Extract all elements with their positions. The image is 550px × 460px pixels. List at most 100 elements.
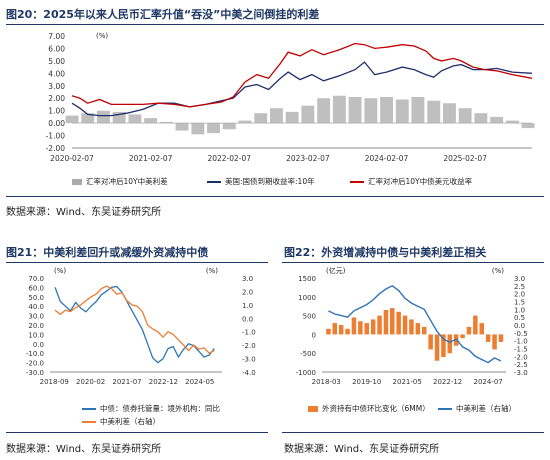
fig21-left-tick-label: 20.0 bbox=[28, 322, 44, 330]
fig22-bar bbox=[351, 317, 357, 335]
fig20-bar bbox=[175, 123, 189, 131]
fig22-left-tick-label: -500 bbox=[300, 350, 316, 358]
fig20-legend: 汇率对冲后10Y中美利差 美国:国债到期收益率:10年 汇率对冲后10Y中债美元… bbox=[0, 176, 550, 190]
fig21-x-tick-label: 2018-09 bbox=[40, 378, 69, 386]
fig22-right-tick-label: -0.5 bbox=[514, 330, 528, 338]
fig20-bar bbox=[144, 118, 158, 124]
fig22-legend-label-flows: 外资持有中债环比变化（6MM） bbox=[322, 404, 430, 413]
fig21-left-tick-label: 70.0 bbox=[28, 275, 44, 283]
fig22-bar bbox=[466, 326, 472, 335]
fig20-bar bbox=[207, 123, 220, 134]
fig22-right-tick-label: -1.5 bbox=[514, 346, 528, 354]
fig20-y-tick-label: 2.00 bbox=[48, 94, 65, 103]
fig22-x-tick-label: 2018-03 bbox=[312, 378, 341, 386]
fig21-legend-label-spread: 中美利差（右轴） bbox=[100, 417, 160, 426]
fig20-bottom-rule bbox=[6, 196, 544, 197]
fig21-left-tick-label: 40.0 bbox=[28, 303, 44, 311]
fig20-x-tick-label: 2021-02-07 bbox=[129, 154, 173, 163]
fig20-bar bbox=[395, 99, 409, 124]
fig22-bar bbox=[415, 323, 421, 335]
fig21-left-unit: (%) bbox=[54, 267, 66, 275]
fig22-right-tick-label: -3.0 bbox=[514, 369, 528, 377]
fig21-right-tick-label: 0.0 bbox=[242, 315, 253, 323]
fig20-bar bbox=[317, 98, 331, 124]
fig22-right-tick-label: 0.0 bbox=[514, 322, 525, 330]
fig22-bar bbox=[364, 323, 369, 335]
fig22-bar bbox=[460, 334, 465, 339]
fig21-right-tick-label: 1.0 bbox=[242, 302, 253, 310]
fig20-chart: (%) 7.00 6.00 5.00 4.00 3.00 2.00 1.00 0.00 -1.00… bbox=[46, 32, 535, 163]
fig22-legend-item-flows: 外资持有中债环比变化（6MM） bbox=[308, 403, 430, 414]
fig22-bar bbox=[383, 310, 389, 335]
fig20-y-tick-label: 7.00 bbox=[48, 32, 65, 41]
fig22-x-tick-label: 2021-05 bbox=[393, 378, 422, 386]
fig22-chart: (亿元) (%) 1500 1000 500 0 -500 -1000 3.02.52.01.5… bbox=[296, 266, 528, 386]
fig20-bar bbox=[474, 113, 488, 124]
fig20-bar bbox=[380, 97, 393, 124]
fig20-bar bbox=[348, 97, 362, 124]
fig20-y-unit: (%) bbox=[96, 32, 108, 40]
fig20-bar bbox=[458, 108, 472, 124]
fig22-left-tick-label: 0 bbox=[312, 331, 316, 339]
fig21-legend-label-holdings: 中债：债券托管量：境外机构：同比 bbox=[100, 404, 220, 413]
fig22-title: 图22：外资增减持中债与中美利差正相关 bbox=[284, 246, 487, 259]
fig22-bar bbox=[390, 308, 395, 335]
fig20-bar bbox=[427, 100, 441, 124]
fig22-right-tick-label: 2.0 bbox=[514, 291, 525, 299]
fig21-source: 数据来源：Wind、东吴证券研究所 bbox=[6, 444, 162, 455]
fig20-bar bbox=[128, 114, 142, 124]
fig22-legend-item-spread: 中美利差（右轴） bbox=[438, 403, 516, 414]
fig20-bar bbox=[443, 103, 456, 124]
fig20-bar bbox=[112, 111, 126, 124]
fig21-legend-swatch-holdings bbox=[82, 407, 96, 410]
fig20-bar bbox=[332, 95, 346, 124]
fig20-x-tick-label: 2022-02-07 bbox=[207, 154, 251, 163]
fig20-source: 数据来源：Wind、东吴证券研究所 bbox=[6, 207, 162, 218]
fig22-legend-label-spread: 中美利差（右轴） bbox=[456, 404, 516, 413]
fig22-bar bbox=[485, 334, 491, 342]
fig22-bar bbox=[345, 328, 350, 335]
fig22-right-tick-label: -2.0 bbox=[514, 353, 528, 361]
fig22-left-unit: (亿元) bbox=[326, 266, 346, 275]
fig22-bar bbox=[396, 311, 401, 335]
fig22-x-tick-label: 2022-12 bbox=[433, 378, 462, 386]
fig20-bar bbox=[97, 110, 110, 124]
fig22-left-tick-label: -1000 bbox=[296, 369, 316, 377]
fig20-legend-swatch-us10y bbox=[207, 180, 221, 183]
fig21-legend: 中债：债券托管量：境外机构：同比 中美利差（右轴） bbox=[0, 403, 272, 427]
fig20-title: 图20：2025年以来人民币汇率升值“吞没”中美之间倒挂的利差 bbox=[6, 8, 320, 21]
fig22-bar bbox=[377, 315, 382, 335]
fig21-right-tick-label: -1.0 bbox=[242, 329, 256, 337]
fig21-right-tick-label: 3.0 bbox=[242, 275, 253, 283]
fig21-left-tick-label: 50.0 bbox=[28, 294, 44, 302]
fig22-bar bbox=[479, 323, 484, 335]
fig22-line-spread bbox=[328, 284, 502, 364]
fig22-bar bbox=[409, 319, 414, 335]
fig21-title-rule bbox=[6, 262, 268, 263]
fig21-x-tick-label: 2021-07 bbox=[112, 378, 141, 386]
fig22-bar bbox=[370, 319, 376, 335]
fig21-title: 图21：中美利差回升或减缓外资减持中债 bbox=[6, 246, 209, 259]
fig21-left-tick-label: 30.0 bbox=[28, 313, 44, 321]
fig20-bar bbox=[285, 111, 299, 124]
fig20-bar bbox=[222, 123, 236, 130]
fig22-bar bbox=[326, 328, 331, 335]
fig20-bar bbox=[270, 108, 283, 124]
fig20-legend-swatch-cny bbox=[350, 180, 364, 183]
fig22-legend-swatch-flows bbox=[308, 405, 318, 412]
fig22-left-tick-label: 500 bbox=[303, 313, 316, 321]
fig21-bottom-rule bbox=[6, 432, 268, 433]
fig21-x-tick-label: 2024-05 bbox=[185, 378, 214, 386]
fig21-legend-swatch-spread bbox=[82, 420, 96, 423]
fig22-right-tick-label: 1.0 bbox=[514, 306, 525, 314]
fig22-bar bbox=[434, 334, 440, 361]
fig22-legend: 外资持有中债环比变化（6MM） 中美利差（右轴） bbox=[278, 403, 550, 427]
fig20-legend-item-cny: 汇率对冲后10Y中债美元收益率 bbox=[350, 176, 472, 187]
fig21-left-tick-label: -10.0 bbox=[26, 350, 44, 358]
fig21-left-tick-label: -30.0 bbox=[26, 369, 44, 377]
fig22-right-tick-label: -1.0 bbox=[514, 338, 528, 346]
fig22-bar bbox=[428, 334, 433, 350]
fig20-y-tick-label: 6.00 bbox=[48, 44, 65, 53]
fig22-x-tick-label: 2024-07 bbox=[473, 378, 502, 386]
fig20-y-tick-label: -1.00 bbox=[46, 132, 66, 141]
